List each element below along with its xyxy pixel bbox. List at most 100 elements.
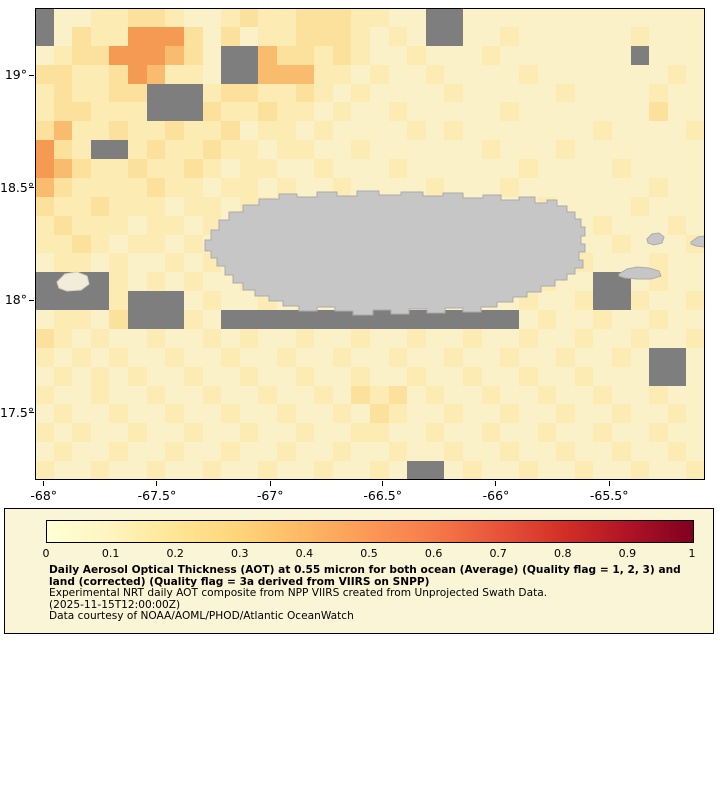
aot-grid-cell bbox=[109, 291, 129, 311]
aot-grid-cell bbox=[90, 121, 111, 141]
aot-grid-cell bbox=[239, 291, 259, 311]
aot-grid-cell bbox=[90, 366, 111, 387]
aot-grid-cell bbox=[165, 272, 185, 292]
aot-grid-cell bbox=[407, 423, 427, 443]
aot-grid-cell bbox=[128, 461, 148, 480]
aot-grid-cell bbox=[35, 310, 55, 330]
aot-grid-cell bbox=[686, 140, 705, 160]
aot-grid-cell bbox=[649, 64, 669, 85]
aot-grid-cell bbox=[332, 385, 352, 406]
aot-grid-cell bbox=[444, 64, 464, 85]
aot-grid-cell bbox=[351, 26, 371, 47]
aot-grid-cell bbox=[425, 64, 446, 85]
aot-grid-cell bbox=[463, 328, 483, 349]
aot-grid-cell bbox=[146, 196, 166, 217]
aot-grid-cell bbox=[35, 45, 55, 66]
aot-grid-cell bbox=[221, 45, 241, 66]
aot-grid-cell bbox=[649, 196, 669, 217]
aot-grid-cell bbox=[667, 215, 687, 236]
aot-grid-cell bbox=[388, 404, 408, 424]
aot-grid-cell bbox=[407, 8, 427, 28]
aot-grid-cell bbox=[221, 8, 241, 28]
aot-grid-cell bbox=[239, 159, 259, 179]
aot-grid-cell bbox=[481, 140, 501, 160]
aot-grid-cell bbox=[53, 310, 73, 330]
aot-grid-cell bbox=[276, 83, 297, 103]
aot-grid-cell bbox=[128, 310, 148, 330]
aot-grid-cell bbox=[351, 347, 371, 368]
aot-grid-cell bbox=[202, 442, 222, 462]
aot-grid-cell bbox=[258, 423, 278, 443]
aot-grid-cell bbox=[630, 8, 650, 28]
aot-grid-cell bbox=[351, 328, 371, 349]
aot-grid-cell bbox=[425, 347, 446, 368]
aot-grid-cell bbox=[128, 140, 148, 160]
longitude-tick-label: -67° bbox=[256, 488, 284, 503]
colorbar-tick-label: 0.5 bbox=[360, 547, 378, 560]
aot-grid-cell bbox=[537, 121, 557, 141]
aot-grid-cell bbox=[370, 26, 390, 47]
aot-grid-cell bbox=[593, 26, 613, 47]
aot-grid-cell bbox=[109, 366, 129, 387]
aot-grid-cell bbox=[165, 442, 185, 462]
aot-grid-cell bbox=[630, 121, 650, 141]
aot-grid-cell bbox=[295, 385, 315, 406]
aot-grid-cell bbox=[518, 328, 539, 349]
aot-grid-cell bbox=[611, 385, 632, 406]
aot-grid-cell bbox=[370, 385, 390, 406]
aot-grid-cell bbox=[295, 366, 315, 387]
aot-grid-cell bbox=[276, 347, 297, 368]
aot-grid-cell bbox=[35, 64, 55, 85]
aot-grid-cell bbox=[593, 366, 613, 387]
aot-grid-cell bbox=[370, 159, 390, 179]
aot-grid-cell bbox=[53, 385, 73, 406]
aot-grid-cell bbox=[556, 385, 576, 406]
aot-grid-cell bbox=[518, 64, 539, 85]
aot-grid-cell bbox=[537, 461, 557, 480]
aot-grid-cell bbox=[109, 8, 129, 28]
aot-grid-cell bbox=[518, 121, 539, 141]
aot-grid-cell bbox=[611, 83, 632, 103]
aot-grid-cell bbox=[53, 461, 73, 480]
aot-grid-cell bbox=[556, 347, 576, 368]
aot-grid-cell bbox=[314, 45, 334, 66]
aot-grid-cell bbox=[388, 45, 408, 66]
aot-grid-cell bbox=[90, 253, 111, 273]
aot-grid-cell bbox=[165, 26, 185, 47]
aot-grid-cell bbox=[183, 423, 204, 443]
aot-grid-cell bbox=[314, 140, 334, 160]
aot-grid-cell bbox=[239, 102, 259, 122]
aot-grid-cell bbox=[314, 385, 334, 406]
aot-grid-cell bbox=[276, 140, 297, 160]
aot-grid-cell bbox=[370, 8, 390, 28]
aot-grid-cell bbox=[593, 234, 613, 255]
aot-grid-cell bbox=[90, 140, 111, 160]
aot-grid-cell bbox=[90, 385, 111, 406]
y-tick-mark bbox=[29, 299, 34, 301]
latitude-tick-label: 19° bbox=[4, 67, 27, 83]
aot-grid-cell bbox=[109, 215, 129, 236]
y-tick-mark bbox=[29, 187, 34, 189]
aot-grid-cell bbox=[53, 366, 73, 387]
latitude-tick-label: 18° bbox=[4, 292, 27, 308]
culebra-island bbox=[646, 232, 665, 246]
aot-grid-cell bbox=[556, 404, 576, 424]
aot-grid-cell bbox=[314, 102, 334, 122]
x-tick-mark bbox=[43, 481, 45, 486]
aot-grid-cell bbox=[35, 385, 55, 406]
aot-grid-cell bbox=[444, 8, 464, 28]
aot-grid-cell bbox=[202, 366, 222, 387]
aot-grid-cell bbox=[146, 140, 166, 160]
aot-grid-cell bbox=[351, 83, 371, 103]
aot-grid-cell bbox=[425, 45, 446, 66]
aot-grid-cell bbox=[35, 196, 55, 217]
aot-grid-cell bbox=[165, 102, 185, 122]
aot-grid-cell bbox=[128, 196, 148, 217]
aot-grid-cell bbox=[463, 423, 483, 443]
aot-grid-cell bbox=[72, 64, 92, 85]
aot-grid-cell bbox=[630, 26, 650, 47]
aot-grid-cell bbox=[518, 461, 539, 480]
aot-grid-cell bbox=[388, 423, 408, 443]
aot-grid-cell bbox=[35, 159, 55, 179]
aot-grid-cell bbox=[165, 64, 185, 85]
